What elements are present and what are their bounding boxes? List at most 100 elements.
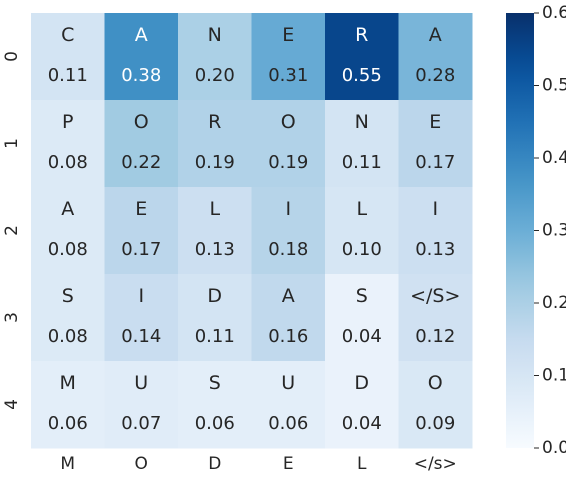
heatmap-cell bbox=[31, 13, 105, 101]
cell-letter: U bbox=[281, 372, 295, 394]
heatmap-cell bbox=[325, 274, 399, 362]
cell-value: 0.10 bbox=[342, 239, 382, 260]
cell-value: 0.13 bbox=[195, 239, 235, 260]
cell-value: 0.04 bbox=[342, 413, 382, 434]
colorbar-tick-label: 0.2 bbox=[542, 293, 566, 313]
cell-letter: S bbox=[209, 372, 221, 394]
cell-letter: A bbox=[282, 285, 295, 307]
column-tick-label: L bbox=[357, 454, 367, 474]
heatmap-cell bbox=[31, 361, 105, 449]
colorbar: 0.0 0.1 0.2 0.3 0.4 0.5 0.6 bbox=[506, 3, 566, 458]
heatmap-cell bbox=[251, 274, 326, 362]
cell-value: 0.22 bbox=[121, 152, 161, 173]
cell-value: 0.14 bbox=[121, 326, 161, 347]
heatmap-cells: C 0.11 A 0.38 N 0.20 E 0.31 R 0.55 A 0.28 P 0.08 O 0.22… bbox=[31, 13, 473, 449]
cell-letter: I bbox=[285, 198, 291, 220]
cell-letter: S bbox=[356, 285, 368, 307]
cell-letter: U bbox=[134, 372, 148, 394]
heatmap-cell bbox=[251, 100, 326, 188]
column-labels: M O D E L </s> bbox=[60, 454, 456, 474]
cell-value: 0.16 bbox=[268, 326, 308, 347]
cell-value: 0.08 bbox=[48, 326, 88, 347]
heatmap-cell bbox=[178, 13, 252, 101]
cell-value: 0.06 bbox=[195, 413, 235, 434]
heatmap-cell bbox=[325, 361, 399, 449]
column-tick-label: </s> bbox=[414, 454, 457, 474]
cell-value: 0.20 bbox=[195, 65, 235, 86]
heatmap-cell bbox=[398, 187, 473, 275]
cell-value: 0.28 bbox=[415, 65, 455, 86]
cell-letter: I bbox=[138, 285, 144, 307]
colorbar-tick-label: 0.6 bbox=[542, 3, 566, 23]
colorbar-tick-label: 0.5 bbox=[542, 76, 566, 96]
column-tick-label: E bbox=[283, 454, 294, 474]
cell-letter: E bbox=[135, 198, 147, 220]
cell-letter: E bbox=[429, 111, 441, 133]
heatmap-cell bbox=[325, 100, 399, 188]
cell-value: 0.19 bbox=[268, 152, 308, 173]
heatmap-cell bbox=[251, 13, 326, 101]
cell-letter: L bbox=[209, 198, 220, 220]
cell-value: 0.06 bbox=[268, 413, 308, 434]
heatmap-cell bbox=[325, 13, 399, 101]
row-tick-label: 3 bbox=[2, 312, 22, 323]
heatmap-cell bbox=[104, 100, 179, 188]
heatmap-cell bbox=[398, 274, 473, 362]
heatmap-cell bbox=[178, 274, 252, 362]
heatmap-cell bbox=[31, 100, 105, 188]
column-tick-label: O bbox=[135, 454, 148, 474]
heatmap-cell bbox=[31, 274, 105, 362]
cell-letter: N bbox=[355, 111, 369, 133]
cell-value: 0.18 bbox=[268, 239, 308, 260]
cell-letter: D bbox=[207, 285, 222, 307]
cell-value: 0.13 bbox=[415, 239, 455, 260]
cell-value: 0.06 bbox=[48, 413, 88, 434]
row-tick-label: 1 bbox=[2, 138, 22, 149]
heatmap-cell bbox=[104, 13, 179, 101]
cell-value: 0.38 bbox=[121, 65, 161, 86]
heatmap-cell bbox=[398, 100, 473, 188]
heatmap-cell bbox=[251, 361, 326, 449]
heatmap-cell bbox=[178, 187, 252, 275]
column-tick-label: D bbox=[208, 454, 221, 474]
cell-letter: I bbox=[432, 198, 438, 220]
row-tick-label: 0 bbox=[2, 51, 22, 62]
colorbar-gradient bbox=[506, 13, 534, 448]
row-tick-label: 2 bbox=[2, 225, 22, 236]
cell-value: 0.17 bbox=[415, 152, 455, 173]
heatmap-cell bbox=[104, 361, 179, 449]
cell-letter: A bbox=[61, 198, 74, 220]
cell-letter: N bbox=[208, 24, 222, 46]
cell-value: 0.08 bbox=[48, 239, 88, 260]
colorbar-tick-label: 0.0 bbox=[542, 438, 566, 458]
cell-value: 0.17 bbox=[121, 239, 161, 260]
column-tick-label: M bbox=[60, 454, 75, 474]
colorbar-tick-label: 0.3 bbox=[542, 221, 566, 241]
cell-value: 0.11 bbox=[342, 152, 382, 173]
cell-letter: O bbox=[428, 372, 443, 394]
cell-letter: R bbox=[208, 111, 221, 133]
cell-letter: M bbox=[60, 372, 76, 394]
colorbar-tick-label: 0.1 bbox=[542, 366, 566, 386]
row-tick-label: 4 bbox=[2, 399, 22, 410]
cell-letter: E bbox=[282, 24, 294, 46]
heatmap-cell bbox=[398, 13, 473, 101]
cell-letter: O bbox=[281, 111, 296, 133]
heatmap-cell bbox=[325, 187, 399, 275]
cell-value: 0.19 bbox=[195, 152, 235, 173]
colorbar-tick-label: 0.4 bbox=[542, 148, 566, 168]
cell-value: 0.11 bbox=[195, 326, 235, 347]
heatmap-cell bbox=[104, 274, 179, 362]
cell-letter: A bbox=[429, 24, 442, 46]
cell-value: 0.31 bbox=[268, 65, 308, 86]
cell-letter: A bbox=[135, 24, 148, 46]
heatmap-cell bbox=[178, 361, 252, 449]
cell-letter: P bbox=[62, 111, 73, 133]
heatmap-cell bbox=[104, 187, 179, 275]
heatmap-cell bbox=[31, 187, 105, 275]
cell-letter: L bbox=[356, 198, 367, 220]
cell-letter: </S> bbox=[410, 285, 460, 307]
cell-letter: R bbox=[355, 24, 368, 46]
heatmap-cell bbox=[398, 361, 473, 449]
